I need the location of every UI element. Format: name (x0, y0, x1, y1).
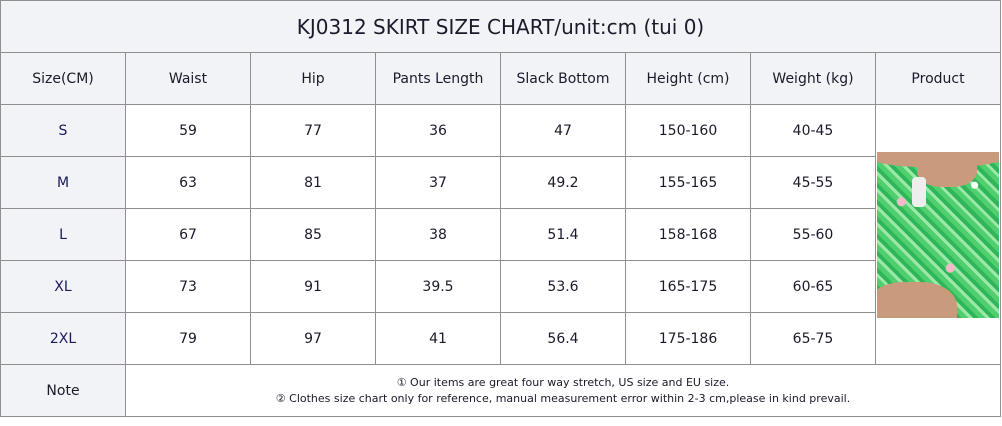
size-cell: 2XL (0, 312, 126, 365)
col-header: Waist (125, 52, 251, 105)
cell: 155-165 (625, 156, 751, 209)
cell: 53.6 (500, 260, 626, 313)
cell: 40-45 (750, 104, 876, 157)
cell: 49.2 (500, 156, 626, 209)
note-label: Note (0, 364, 126, 417)
header-row: Size(CM) Waist Hip Pants Length Slack Bo… (0, 52, 1001, 105)
note-text: ① Our items are great four way stretch, … (125, 364, 1001, 417)
cell: 60-65 (750, 260, 876, 313)
cell: 79 (125, 312, 251, 365)
note-row: Note ① Our items are great four way stre… (0, 364, 1001, 417)
cell: 39.5 (375, 260, 501, 313)
cell: 67 (125, 208, 251, 261)
cell: 36 (375, 104, 501, 157)
col-header: Height (cm) (625, 52, 751, 105)
cell: 55-60 (750, 208, 876, 261)
cell: 38 (375, 208, 501, 261)
size-cell: XL (0, 260, 126, 313)
cell: 150-160 (625, 104, 751, 157)
cell: 47 (500, 104, 626, 157)
cell: 59 (125, 104, 251, 157)
size-cell: M (0, 156, 126, 209)
cell: 165-175 (625, 260, 751, 313)
cell: 51.4 (500, 208, 626, 261)
cell: 73 (125, 260, 251, 313)
cell: 175-186 (625, 312, 751, 365)
product-image (877, 151, 999, 318)
chart-title: KJ0312 SKIRT SIZE CHART/unit:cm (tui 0) (0, 0, 1001, 53)
cell: 56.4 (500, 312, 626, 365)
size-cell: L (0, 208, 126, 261)
cell: 63 (125, 156, 251, 209)
cell: 41 (375, 312, 501, 365)
cell: 81 (250, 156, 376, 209)
cell: 91 (250, 260, 376, 313)
col-header: Product (875, 52, 1001, 105)
cell: 65-75 (750, 312, 876, 365)
product-cell (875, 104, 1001, 365)
size-chart-table: KJ0312 SKIRT SIZE CHART/unit:cm (tui 0) … (0, 0, 1001, 417)
cell: 97 (250, 312, 376, 365)
col-header: Weight (kg) (750, 52, 876, 105)
col-header: Size(CM) (0, 52, 126, 105)
table-row: S 59 77 36 47 150-160 40-45 (0, 104, 1001, 365)
cell: 85 (250, 208, 376, 261)
table-row: M 63 81 37 49.2 155-165 45-55 (0, 156, 1001, 209)
col-header: Pants Length (375, 52, 501, 105)
col-header: Slack Bottom (500, 52, 626, 105)
note-line: ② Clothes size chart only for reference,… (275, 391, 851, 405)
cell: 158-168 (625, 208, 751, 261)
table-row: XL 73 91 39.5 53.6 165-175 60-65 (0, 260, 1001, 313)
note-line: ① Our items are great four way stretch, … (396, 375, 730, 389)
cell: 37 (375, 156, 501, 209)
size-cell: S (0, 104, 126, 157)
table-row: L 67 85 38 51.4 158-168 55-60 (0, 208, 1001, 261)
cell: 45-55 (750, 156, 876, 209)
cell: 77 (250, 104, 376, 157)
table-row: 2XL 79 97 41 56.4 175-186 65-75 (0, 312, 1001, 365)
col-header: Hip (250, 52, 376, 105)
